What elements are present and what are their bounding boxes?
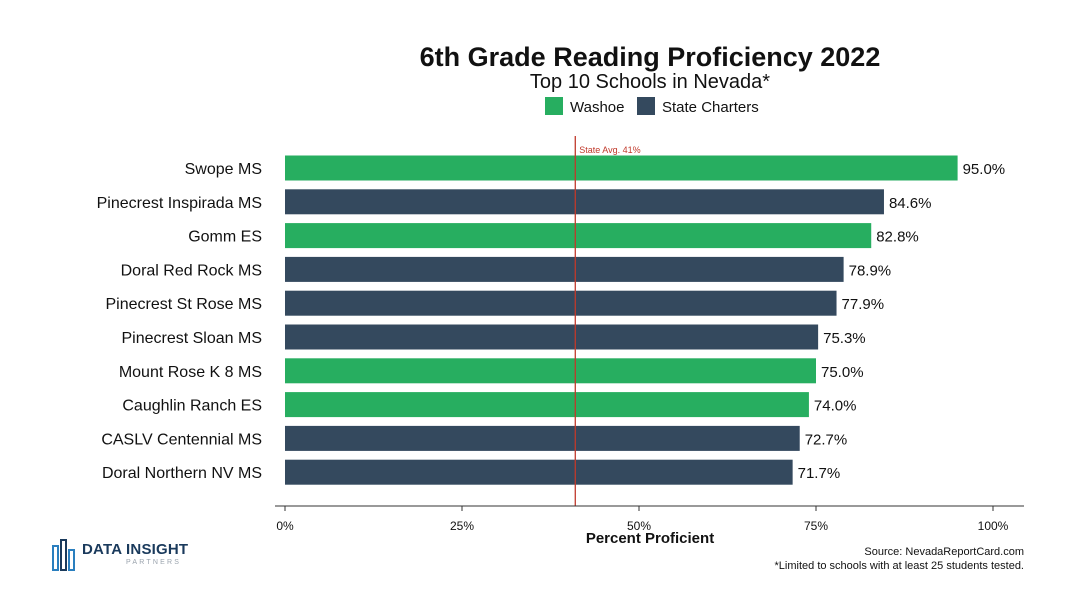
logo-icon [52, 539, 75, 571]
x-tick-label-2: 50% [627, 519, 651, 533]
legend-label-1: State Charters [662, 99, 759, 116]
bar-0 [285, 155, 958, 181]
category-label-6: Mount Rose K 8 MS [119, 364, 262, 381]
bar-4 [285, 290, 837, 316]
chart-title: 6th Grade Reading Proficiency 2022 [420, 42, 881, 72]
bar-9 [285, 459, 793, 485]
legend: Washoe State Charters [545, 97, 759, 116]
legend-swatch-1 [637, 97, 655, 115]
x-tick-label-4: 100% [978, 519, 1009, 533]
category-label-7: Caughlin Ranch ES [122, 398, 262, 415]
logo-subtext: PARTNERS [126, 559, 182, 566]
bar-value-label-8: 72.7% [805, 431, 848, 448]
x-tick-label-1: 25% [450, 519, 474, 533]
bar-1 [285, 189, 884, 215]
bar-3 [285, 256, 844, 282]
bar-value-label-4: 77.9% [842, 296, 885, 313]
bar-value-label-0: 95.0% [963, 161, 1006, 178]
source-line: Source: NevadaReportCard.com [864, 546, 1024, 558]
chart-subtitle: Top 10 Schools in Nevada* [530, 71, 770, 93]
bar-value-label-3: 78.9% [849, 262, 892, 279]
category-label-3: Doral Red Rock MS [121, 262, 262, 279]
bars-group: Swope MS 95.0% Pinecrest Inspirada MS 84.6%… [97, 155, 1006, 485]
legend-label-0: Washoe [570, 99, 624, 116]
state-average-label: State Avg. 41% [579, 145, 640, 155]
bar-value-label-5: 75.3% [823, 330, 866, 347]
bar-value-label-6: 75.0% [821, 364, 864, 381]
source-note: Source: NevadaReportCard.com *Limited to… [775, 545, 1024, 573]
bar-8 [285, 425, 800, 451]
category-label-9: Doral Northern NV MS [102, 465, 262, 482]
category-label-5: Pinecrest Sloan MS [121, 330, 262, 347]
company-logo: DATA INSIGHT PARTNERS [50, 536, 188, 572]
x-tick-label-0: 0% [276, 519, 294, 533]
bar-2 [285, 223, 872, 249]
legend-swatch-0 [545, 97, 563, 115]
bar-value-label-7: 74.0% [814, 398, 857, 415]
bar-value-label-2: 82.8% [876, 229, 919, 246]
x-axis-label: Percent Proficient [586, 530, 714, 547]
logo-text: DATA INSIGHT [82, 541, 189, 558]
bar-value-label-9: 71.7% [798, 465, 841, 482]
category-label-1: Pinecrest Inspirada MS [97, 195, 262, 212]
bar-6 [285, 358, 816, 384]
footnote-line: *Limited to schools with at least 25 stu… [774, 560, 1024, 572]
x-axis: 0% 25% 50% 75% 100% [275, 505, 1024, 533]
bar-value-label-1: 84.6% [889, 195, 932, 212]
x-tick-label-3: 75% [804, 519, 828, 533]
category-label-4: Pinecrest St Rose MS [106, 296, 263, 313]
reference-line-group: State Avg. 41% [574, 136, 641, 506]
bar-5 [285, 324, 819, 350]
category-label-8: CASLV Centennial MS [101, 431, 262, 448]
category-label-0: Swope MS [185, 161, 262, 178]
category-label-2: Gomm ES [188, 229, 262, 246]
bar-7 [285, 392, 809, 418]
